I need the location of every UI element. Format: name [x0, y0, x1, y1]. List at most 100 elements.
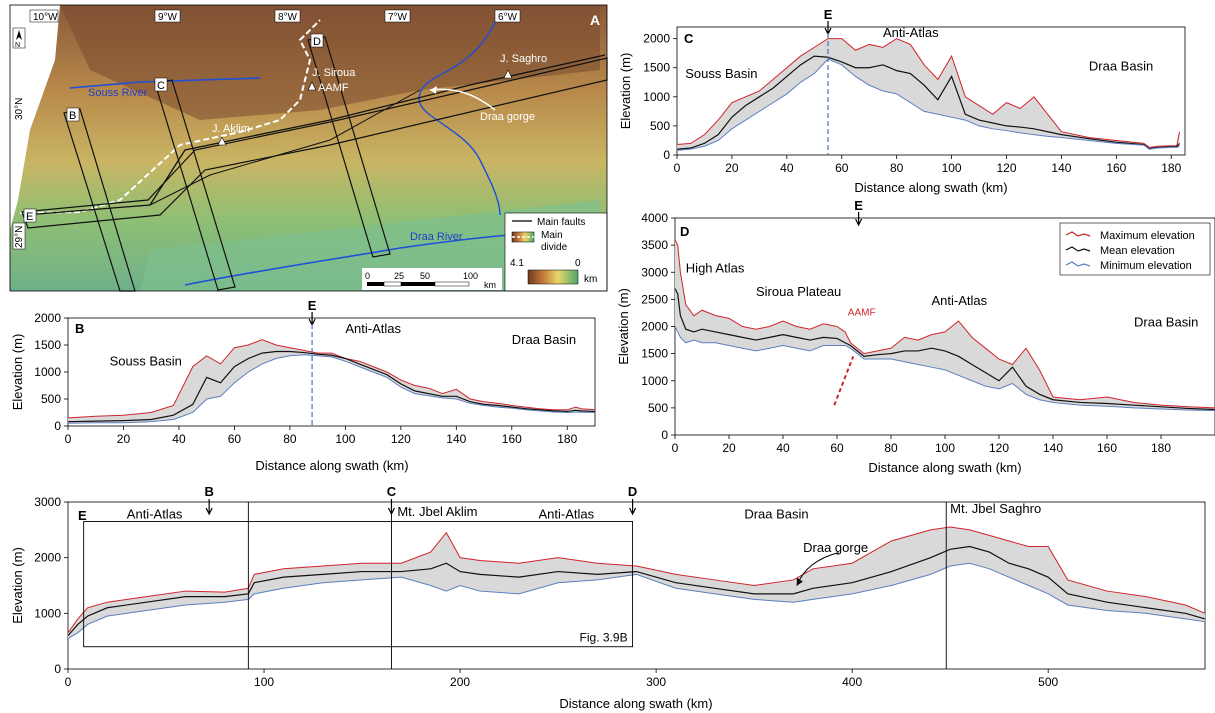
y-axis-label: Elevation (m)	[616, 288, 631, 365]
lat-label: 30°N	[14, 98, 25, 120]
x-tick-label: 60	[228, 432, 242, 446]
swath-marker-arrow-icon	[387, 499, 395, 516]
y-tick-label: 3000	[34, 495, 61, 509]
peak-triangle-icon	[503, 69, 513, 79]
x-tick-label: 20	[722, 441, 736, 455]
swath-marker-label: D	[628, 484, 637, 499]
region-label: Draa Basin	[1134, 315, 1198, 330]
swath-marker-label: B	[204, 484, 213, 499]
ocean-area	[10, 5, 60, 230]
lon-labels: 10°W 9°W 8°W 7°W 6°W	[29, 9, 521, 23]
region-label: Anti-Atlas	[883, 25, 939, 40]
draa-upper-river	[418, 9, 501, 216]
y-axis-label: Elevation (m)	[618, 53, 633, 130]
y-tick-label: 2000	[34, 311, 61, 325]
series-line-mean	[676, 55, 1180, 150]
y-axis-label: Elevation (m)	[10, 334, 25, 411]
y-tick-label: 1500	[643, 61, 670, 75]
map-panel-letter: A	[590, 12, 600, 28]
y-tick-label: 0	[54, 419, 61, 433]
y-tick-label: 1000	[34, 606, 61, 620]
chart-panel-e: 0 100 200 300 400 500 0 1000 2000 3000 Distance al…	[10, 484, 1206, 711]
series-line-max	[676, 38, 1180, 148]
series-line-max	[67, 339, 596, 419]
peak-label: J. Saghro	[500, 53, 547, 65]
legend-faults: Main faults	[537, 217, 585, 228]
souss-river	[69, 77, 261, 89]
series-line-mean	[67, 545, 1206, 636]
y-tick-label: 500	[650, 119, 670, 133]
swath-letter: B	[69, 110, 76, 122]
x-tick-label: 20	[725, 161, 739, 175]
y-tick-label: 1000	[34, 365, 61, 379]
y-axis-label: Elevation (m)	[10, 547, 25, 624]
aamf-trace-line	[833, 355, 855, 406]
legend-entry: Mean elevation	[1100, 245, 1175, 257]
inset-label: Fig. 3.9B	[580, 631, 628, 645]
elevation-colorbar	[527, 269, 579, 285]
plot-frame	[676, 26, 1186, 156]
x-tick-label: 0	[672, 441, 679, 455]
y-tick-label: 2000	[643, 32, 670, 46]
chart-panel-b: 0 20 40 60 80 100 120 140 160 180 0 500 1000 1500 2000…	[10, 298, 596, 473]
swath-letters: B C D E	[23, 33, 324, 223]
envelope-fill	[68, 527, 1205, 639]
x-tick-label: 20	[117, 432, 131, 446]
region-label: Anti-Atlas	[932, 293, 988, 308]
marker-label: E	[824, 7, 833, 22]
aamf-label: AAMF	[848, 308, 876, 319]
x-tick-label: 500	[1038, 675, 1058, 689]
region-label: Draa Basin	[1089, 59, 1153, 74]
x-tick-label: 40	[776, 441, 790, 455]
region-label: Mt. Jbel Aklim	[397, 504, 477, 519]
x-tick-label: 160	[1097, 441, 1117, 455]
aamf-map-label: AAMF	[318, 82, 349, 94]
envelope-fill	[68, 339, 595, 424]
inset-box	[83, 521, 634, 648]
region-label: Siroua Plateau	[756, 284, 841, 299]
series-line-max	[674, 239, 1215, 409]
panel-letter: E	[78, 508, 87, 523]
y-tick-label: 2000	[34, 551, 61, 565]
x-tick-label: 120	[996, 161, 1016, 175]
region-label: Draa gorge	[803, 540, 868, 555]
swath-letter: E	[26, 211, 33, 223]
x-tick-label: 100	[335, 432, 355, 446]
series-legend: Maximum elevation Mean elevation Minimum e…	[1059, 222, 1211, 276]
peak-saghro: J. Saghro	[500, 53, 547, 79]
x-tick-label: 160	[1106, 161, 1126, 175]
peak-triangle-icon	[307, 81, 317, 91]
y-tick-label: 3000	[641, 265, 668, 279]
map-panel: A 10°W 9°W 8°W 7°W 6°W 30°N 29°N N B C D…	[9, 4, 608, 292]
lon-label: 6°W	[498, 12, 518, 23]
region-label: Draa Basin	[744, 507, 808, 522]
x-tick-label: 200	[450, 675, 470, 689]
x-tick-label: 100	[254, 675, 274, 689]
north-label: N	[15, 42, 20, 49]
swath-marker-arrow-icon	[205, 499, 213, 516]
scale-unit: km	[484, 280, 496, 290]
y-tick-label: 0	[663, 148, 670, 162]
x-tick-label: 120	[989, 441, 1009, 455]
y-tick-label: 500	[41, 392, 61, 406]
region-label: High Atlas	[686, 260, 745, 275]
legend-swatch	[1065, 246, 1091, 252]
swath-marker-label: C	[387, 484, 397, 499]
main-divide-line	[19, 19, 321, 214]
x-tick-label: 0	[65, 675, 72, 689]
legend-entry: Maximum elevation	[1100, 230, 1195, 242]
marker-arrow-icon	[824, 21, 832, 36]
region-label: Souss Basin	[685, 66, 757, 81]
x-tick-label: 160	[502, 432, 522, 446]
swath-marker-arrow-icon	[629, 499, 637, 516]
chart-panels: 0 20 40 60 80 100 120 140 160 1800500100015002000…	[10, 7, 1215, 711]
y-tick-label: 3500	[641, 238, 668, 252]
y-tick-label: 4000	[641, 211, 668, 225]
region-label: Mt. Jbel Saghro	[950, 501, 1041, 516]
swath-letter: C	[157, 80, 165, 92]
legend-divide-1: Main	[541, 230, 563, 241]
legend-divide-2: divide	[541, 242, 568, 253]
souss-river-label: Souss River	[88, 87, 148, 99]
series-line-mean	[67, 350, 596, 423]
